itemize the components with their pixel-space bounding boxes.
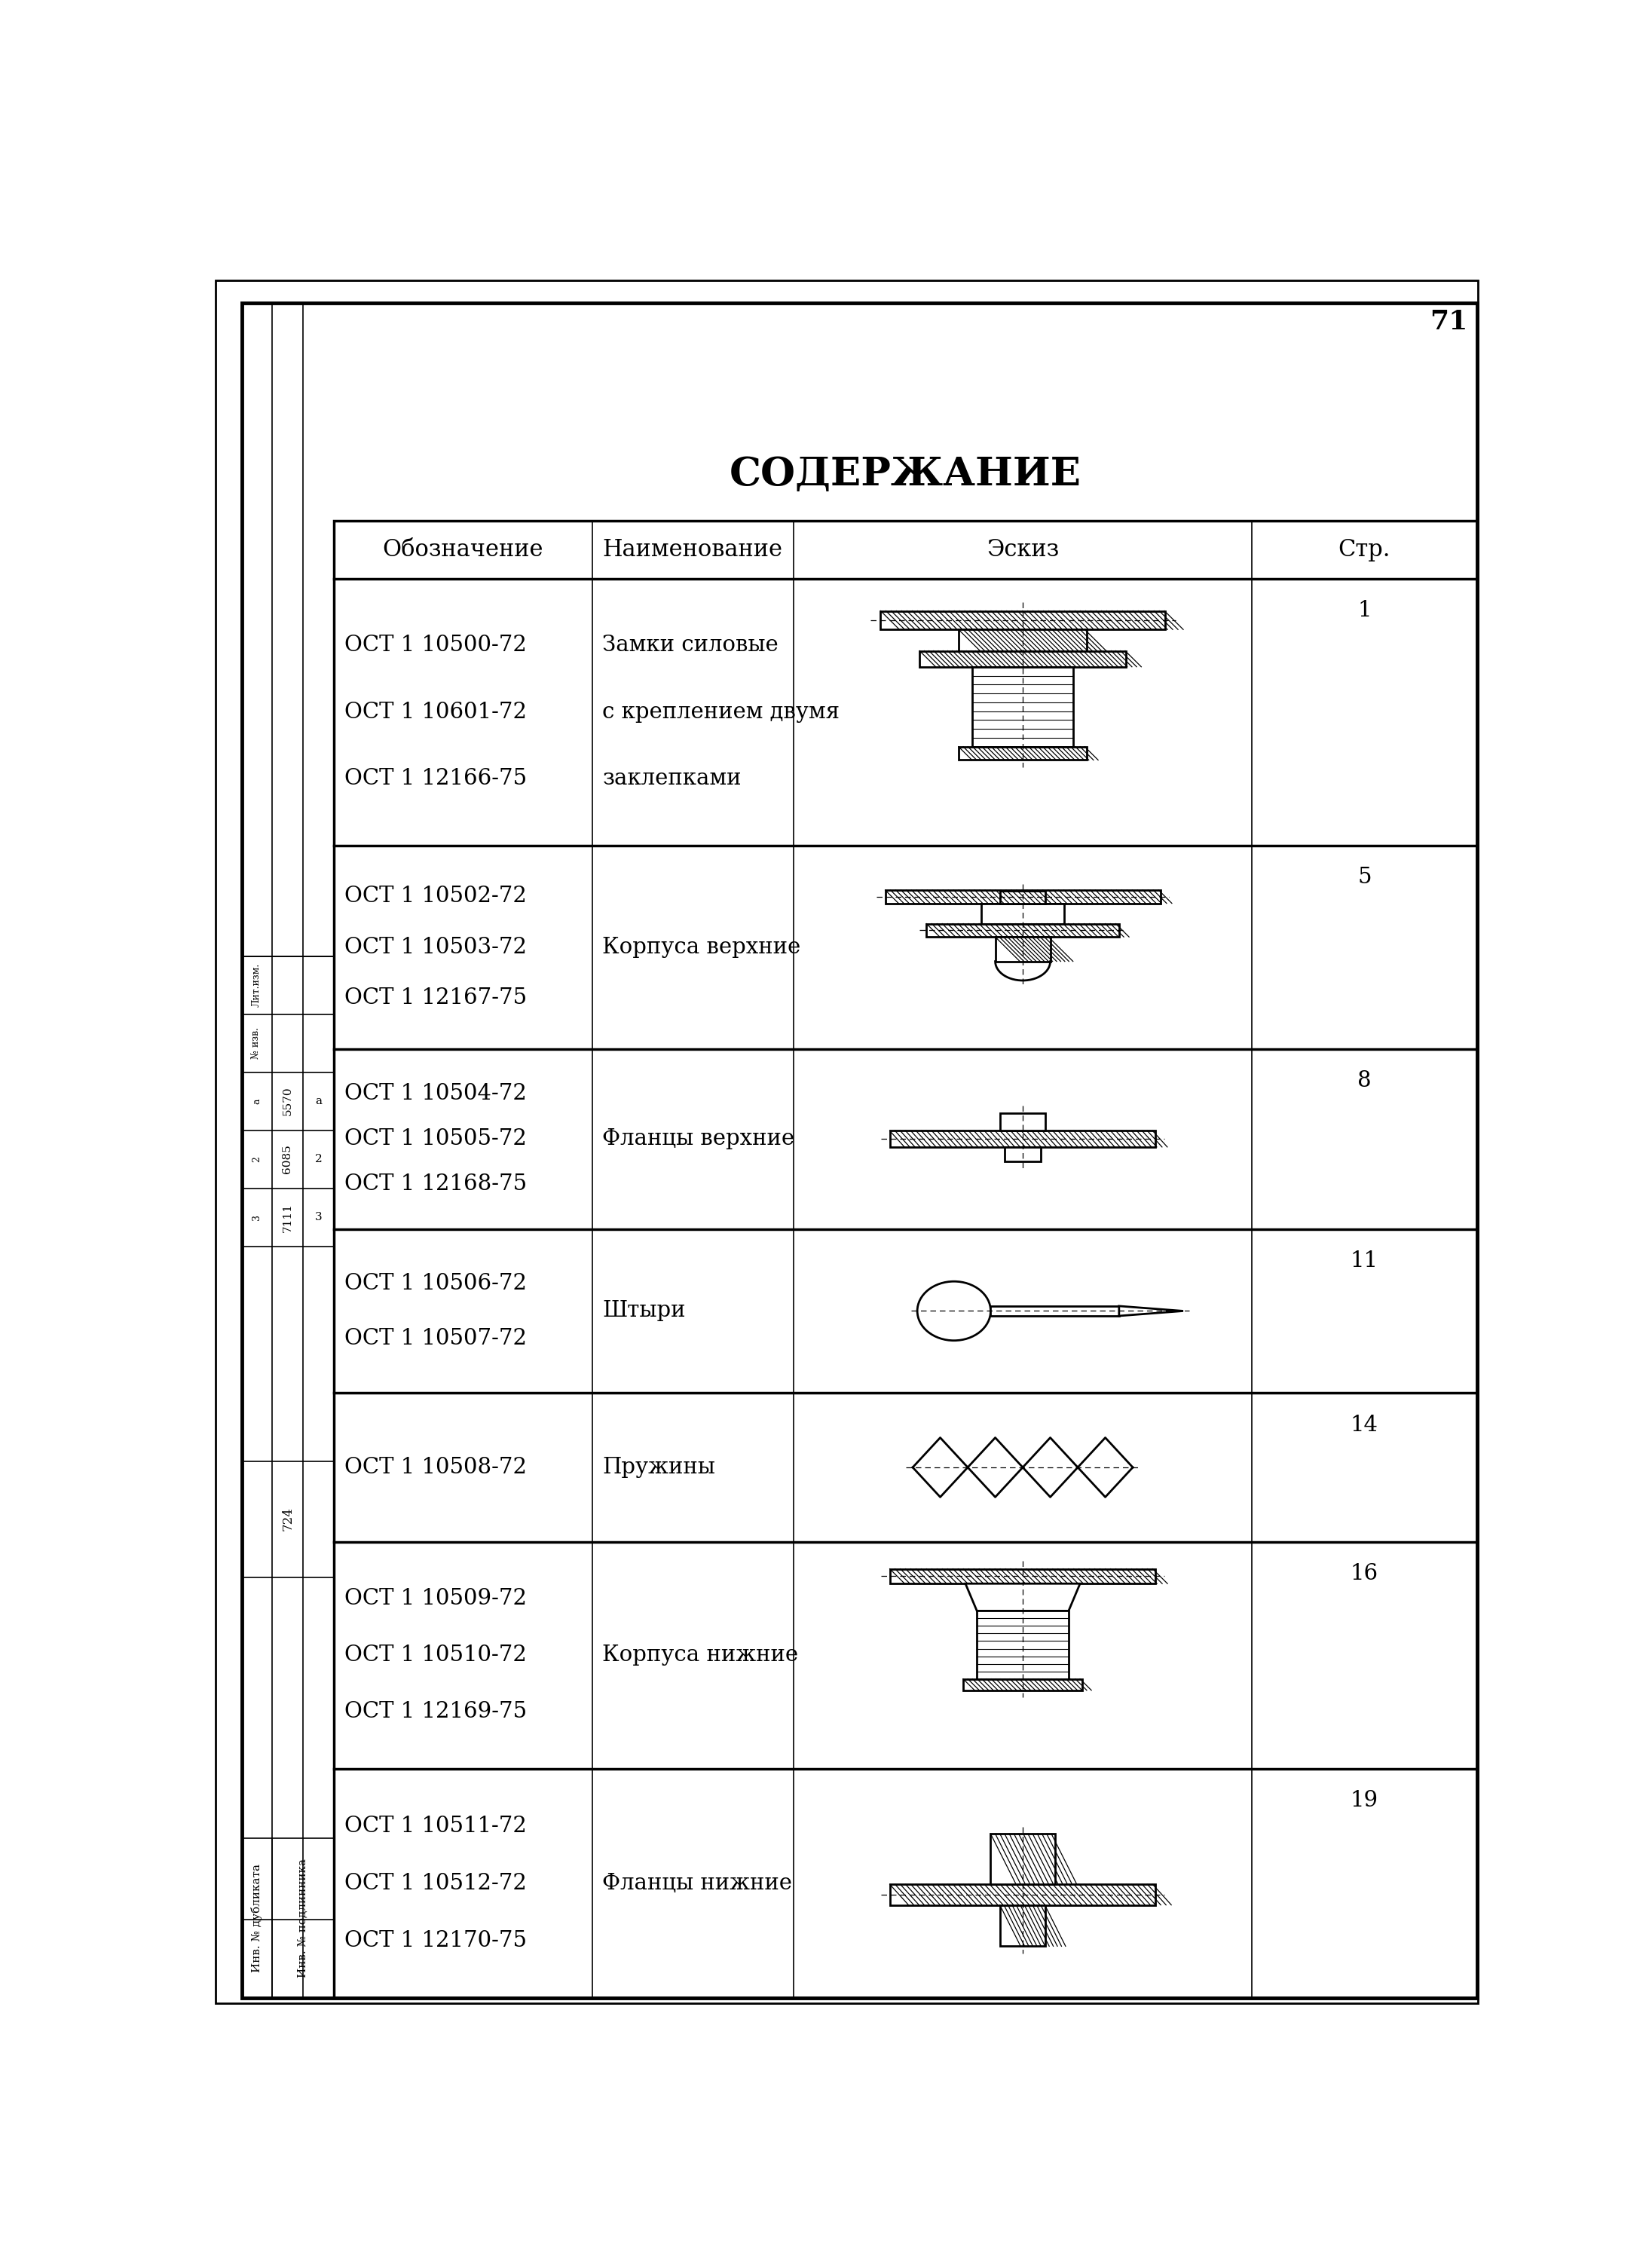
Text: 1: 1 — [1358, 599, 1371, 622]
Bar — [958, 746, 1087, 760]
Bar — [991, 1834, 1056, 1883]
Text: ОСТ 1 10503-72: ОСТ 1 10503-72 — [344, 936, 527, 959]
Text: Фланцы верхние: Фланцы верхние — [603, 1128, 795, 1149]
Bar — [334, 520, 1477, 1999]
Text: ОСТ 1 10508-72: ОСТ 1 10508-72 — [344, 1456, 527, 1479]
Bar — [890, 1569, 1156, 1583]
Bar — [885, 891, 1160, 904]
Text: a: a — [316, 1097, 322, 1106]
Text: Штыри: Штыри — [603, 1300, 686, 1320]
Text: 3: 3 — [251, 1214, 261, 1221]
Polygon shape — [1118, 1307, 1183, 1316]
Text: Эскиз: Эскиз — [986, 538, 1059, 561]
Bar — [890, 1883, 1156, 1906]
Bar — [991, 1307, 1118, 1316]
Text: заклепками: заклепками — [603, 769, 742, 789]
Text: Стр.: Стр. — [1338, 538, 1391, 561]
Text: с креплением двумя: с креплением двумя — [603, 701, 839, 724]
Text: a: a — [251, 1099, 261, 1103]
Text: 5570: 5570 — [282, 1088, 292, 1115]
Text: 8: 8 — [1358, 1069, 1371, 1092]
Bar — [958, 629, 1087, 651]
Bar — [999, 891, 1046, 904]
Text: ОСТ 1 10500-72: ОСТ 1 10500-72 — [344, 635, 527, 656]
Text: ОСТ 1 10510-72: ОСТ 1 10510-72 — [344, 1644, 527, 1666]
Text: Инв. № дубликата: Инв. № дубликата — [251, 1863, 263, 1972]
Bar — [999, 1112, 1046, 1130]
Bar — [976, 1610, 1069, 1680]
Text: СОДЕРЖАНИЕ: СОДЕРЖАНИЕ — [730, 454, 1082, 493]
Ellipse shape — [917, 1282, 991, 1341]
Text: ОСТ 1 10506-72: ОСТ 1 10506-72 — [344, 1273, 527, 1293]
Bar — [981, 904, 1064, 925]
Text: ОСТ 1 10504-72: ОСТ 1 10504-72 — [344, 1083, 527, 1103]
Text: ОСТ 1 12168-75: ОСТ 1 12168-75 — [344, 1173, 527, 1194]
Text: ОСТ 1 12170-75: ОСТ 1 12170-75 — [344, 1931, 527, 1951]
Text: 11: 11 — [1350, 1250, 1378, 1271]
Bar — [1004, 1146, 1041, 1162]
Text: ОСТ 1 12169-75: ОСТ 1 12169-75 — [344, 1700, 527, 1723]
Text: 5: 5 — [1358, 866, 1371, 889]
Bar — [963, 1680, 1082, 1691]
Text: Корпуса верхние: Корпуса верхние — [603, 936, 801, 959]
Bar — [890, 1130, 1156, 1146]
Text: 14: 14 — [1350, 1415, 1378, 1436]
Text: ОСТ 1 12167-75: ОСТ 1 12167-75 — [344, 988, 527, 1008]
Text: ОСТ 1 10502-72: ОСТ 1 10502-72 — [344, 886, 527, 907]
Bar — [927, 925, 1118, 936]
Bar — [920, 651, 1127, 667]
Text: 2: 2 — [251, 1155, 261, 1162]
Text: ОСТ 1 10507-72: ОСТ 1 10507-72 — [344, 1327, 527, 1350]
Text: 724: 724 — [281, 1508, 294, 1531]
Text: 7111: 7111 — [282, 1203, 292, 1232]
Bar — [881, 610, 1165, 629]
Text: Наименование: Наименование — [603, 538, 783, 561]
Text: ОСТ 1 10509-72: ОСТ 1 10509-72 — [344, 1587, 527, 1610]
Text: ОСТ 1 10601-72: ОСТ 1 10601-72 — [344, 701, 527, 724]
Text: 71: 71 — [1431, 310, 1469, 335]
Text: Инв. № подлинника: Инв. № подлинника — [297, 1859, 309, 1978]
Text: Лит.изм.: Лит.изм. — [251, 963, 261, 1006]
Bar — [995, 936, 1051, 961]
Text: Фланцы нижние: Фланцы нижние — [603, 1872, 793, 1895]
Bar — [999, 1906, 1046, 1947]
Text: Пружины: Пружины — [603, 1456, 715, 1479]
Bar — [973, 667, 1074, 746]
Text: ОСТ 1 10511-72: ОСТ 1 10511-72 — [344, 1816, 527, 1836]
Polygon shape — [965, 1583, 1080, 1610]
Text: ОСТ 1 10512-72: ОСТ 1 10512-72 — [344, 1872, 527, 1895]
Text: 6085: 6085 — [282, 1144, 292, 1173]
Text: 2: 2 — [314, 1153, 322, 1164]
Text: ОСТ 1 12166-75: ОСТ 1 12166-75 — [344, 769, 527, 789]
Text: ОСТ 1 10505-72: ОСТ 1 10505-72 — [344, 1128, 527, 1149]
Text: 16: 16 — [1350, 1562, 1378, 1585]
Text: № изв.: № изв. — [251, 1026, 261, 1058]
Text: 19: 19 — [1350, 1791, 1378, 1811]
Text: Обозначение: Обозначение — [383, 538, 544, 561]
Text: Корпуса нижние: Корпуса нижние — [603, 1644, 798, 1666]
Text: Замки силовые: Замки силовые — [603, 635, 778, 656]
Text: 3: 3 — [316, 1212, 322, 1223]
